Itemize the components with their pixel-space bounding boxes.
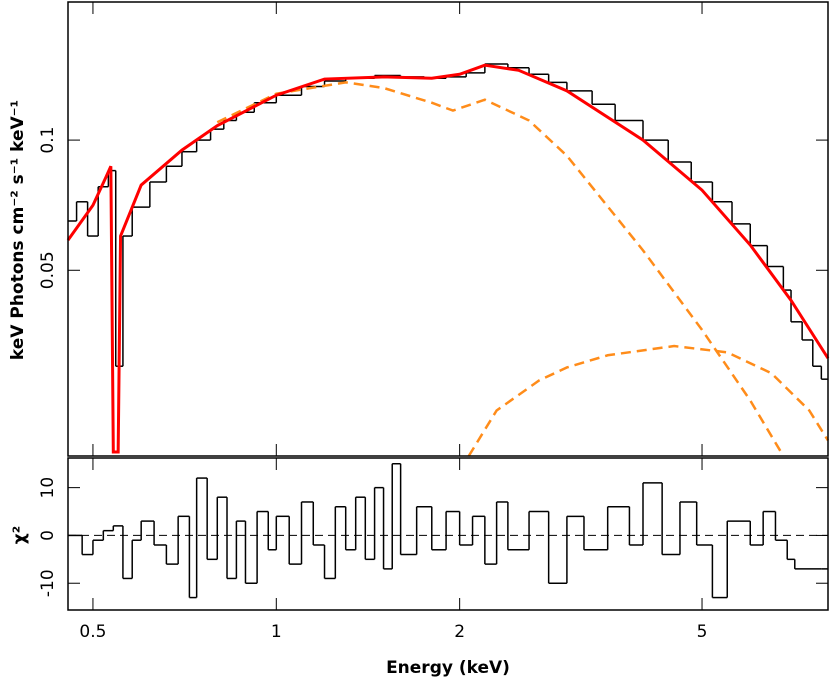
component-line [216, 81, 785, 457]
plot-frame [67, 457, 829, 611]
model-line [66, 63, 830, 454]
plot-frame [67, 1, 829, 457]
y-tick-label: 0.05 [38, 251, 58, 289]
component-line [467, 344, 830, 457]
y-axis-label: keV Photons cm⁻² s⁻¹ keV⁻¹ [8, 100, 28, 360]
x-tick-label: 0.5 [79, 622, 106, 642]
x-axis-label: Energy (keV) [386, 658, 510, 678]
y-tick-label: 0 [38, 530, 58, 541]
x-tick-label: 1 [271, 622, 282, 642]
x-tick-label: 5 [697, 622, 708, 642]
y-tick-label: -10 [38, 569, 58, 597]
y-tick-label: 10 [38, 477, 58, 499]
x-tick-label: 2 [454, 622, 465, 642]
residual-axis-label: χ² [10, 526, 30, 544]
y-tick-label: 0.1 [38, 127, 58, 154]
